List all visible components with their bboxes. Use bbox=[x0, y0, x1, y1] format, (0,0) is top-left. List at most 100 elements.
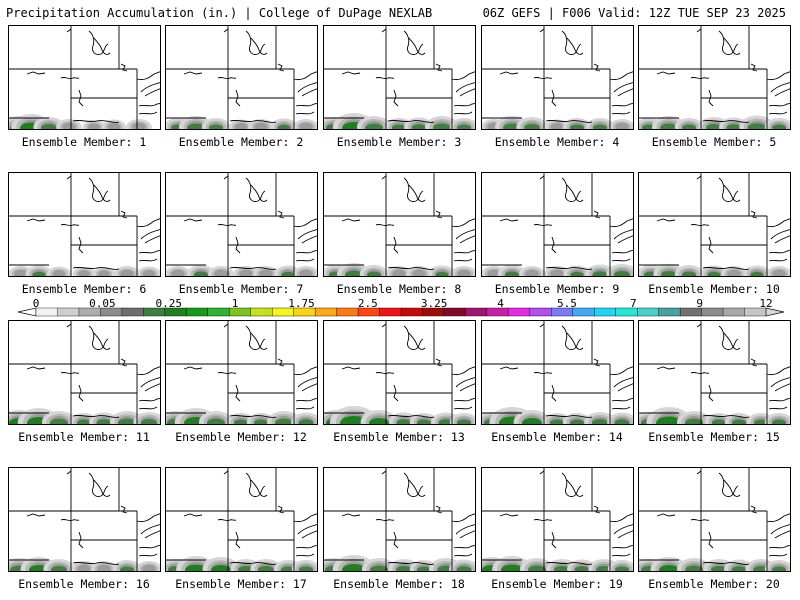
precip-green-shade bbox=[707, 271, 721, 276]
boundary-line bbox=[403, 30, 424, 55]
boundary-line bbox=[245, 177, 266, 202]
boundary-line bbox=[435, 505, 443, 514]
precip-green-shade bbox=[275, 418, 293, 424]
boundary-line bbox=[136, 366, 160, 376]
boundary-line bbox=[375, 518, 395, 522]
colorbar-tick-label: 5.5 bbox=[556, 297, 577, 310]
precip-map bbox=[639, 321, 790, 424]
precip-map bbox=[639, 26, 790, 129]
colorbar-tick-label: 7 bbox=[629, 297, 637, 310]
boundary-line bbox=[144, 530, 160, 539]
precip-map bbox=[639, 173, 790, 276]
precip-green-shade bbox=[592, 271, 608, 276]
boundary-line bbox=[566, 479, 584, 497]
precip-green-shade bbox=[505, 271, 519, 276]
boundary-line bbox=[381, 323, 387, 328]
boundary-line bbox=[295, 397, 317, 402]
boundary-line bbox=[229, 561, 277, 565]
boundary-line bbox=[723, 332, 741, 350]
boundary-line bbox=[613, 229, 633, 240]
boundary-line bbox=[88, 472, 109, 497]
precip-green-shade bbox=[570, 124, 584, 129]
boundary-line bbox=[451, 513, 475, 523]
boundary-line bbox=[93, 479, 111, 497]
colorbar-tick-label: 9 bbox=[696, 297, 703, 310]
boundary-line bbox=[453, 406, 473, 410]
boundary-line bbox=[774, 383, 790, 392]
precip-green-shade bbox=[77, 419, 91, 424]
colorbar-max-arrow bbox=[765, 307, 785, 317]
boundary-line bbox=[453, 397, 475, 402]
boundary-line bbox=[545, 119, 593, 123]
boundary-line bbox=[381, 175, 387, 180]
boundary-line bbox=[453, 249, 475, 254]
colorbar-swatch bbox=[400, 307, 423, 317]
boundary-line bbox=[539, 28, 545, 33]
valid-time: 06Z GEFS | F006 Valid: 12Z TUE SEP 23 20… bbox=[482, 6, 786, 20]
boundary-line bbox=[702, 414, 750, 418]
colorbar-swatch bbox=[336, 307, 359, 317]
precip-green-shade bbox=[369, 418, 389, 424]
precip-map bbox=[166, 468, 317, 571]
boundary-line bbox=[539, 470, 545, 475]
boundary-line bbox=[611, 249, 633, 254]
boundary-line bbox=[387, 561, 435, 565]
boundary-line bbox=[223, 323, 229, 328]
boundary-line bbox=[770, 229, 790, 240]
colorbar-swatch bbox=[57, 307, 80, 317]
boundary-line bbox=[690, 223, 710, 227]
boundary-line bbox=[301, 235, 317, 244]
boundary-line bbox=[223, 175, 229, 180]
boundary-line bbox=[277, 210, 285, 219]
precip-shade bbox=[772, 269, 786, 276]
precip-green-shade bbox=[712, 419, 726, 424]
boundary-line bbox=[718, 325, 739, 350]
colorbar-tick-label: 4 bbox=[497, 297, 504, 310]
ensemble-member-label: Ensemble Member: 15 bbox=[648, 430, 780, 444]
precip-green-shade bbox=[522, 418, 542, 424]
boundary-line bbox=[381, 28, 387, 33]
precip-map bbox=[324, 26, 475, 129]
precip-green-shade bbox=[726, 124, 742, 129]
boundary-line bbox=[702, 119, 750, 123]
boundary-line bbox=[223, 470, 229, 475]
ensemble-member-label: Ensemble Member: 10 bbox=[648, 282, 780, 296]
boundary-line bbox=[250, 37, 268, 55]
boundary-line bbox=[144, 235, 160, 244]
boundary-line bbox=[770, 82, 790, 93]
boundary-line bbox=[617, 235, 633, 244]
boundary-line bbox=[408, 332, 426, 350]
boundary-line bbox=[26, 366, 46, 370]
boundary-line bbox=[245, 30, 266, 55]
precip-green-shade bbox=[731, 566, 747, 571]
boundary-line bbox=[403, 472, 424, 497]
boundary-line bbox=[250, 332, 268, 350]
boundary-line bbox=[696, 470, 702, 475]
boundary-line bbox=[768, 258, 788, 262]
boundary-line bbox=[66, 470, 72, 475]
boundary-line bbox=[718, 177, 739, 202]
colorbar-tick-label: 12 bbox=[759, 297, 773, 310]
boundary-line bbox=[183, 218, 203, 222]
boundary-line bbox=[217, 371, 237, 375]
precip-shade bbox=[107, 123, 121, 129]
precip-shade bbox=[299, 269, 313, 276]
boundary-line bbox=[561, 472, 582, 497]
boundary-line bbox=[140, 377, 160, 388]
boundary-line bbox=[387, 266, 435, 270]
boundary-line bbox=[293, 513, 317, 523]
precip-green-shade bbox=[370, 565, 388, 571]
boundary-line bbox=[60, 518, 80, 522]
boundary-line bbox=[768, 111, 788, 115]
boundary-line bbox=[611, 553, 631, 557]
boundary-line bbox=[88, 177, 109, 202]
boundary-line bbox=[609, 513, 633, 523]
precip-shade bbox=[88, 123, 100, 129]
precip-shade bbox=[550, 123, 564, 129]
precip-green-shade bbox=[211, 565, 231, 571]
boundary-line bbox=[138, 397, 160, 402]
precip-green-shade bbox=[592, 419, 608, 424]
boundary-line bbox=[138, 249, 160, 254]
boundary-line bbox=[611, 406, 631, 410]
precip-green-shade bbox=[254, 419, 268, 424]
